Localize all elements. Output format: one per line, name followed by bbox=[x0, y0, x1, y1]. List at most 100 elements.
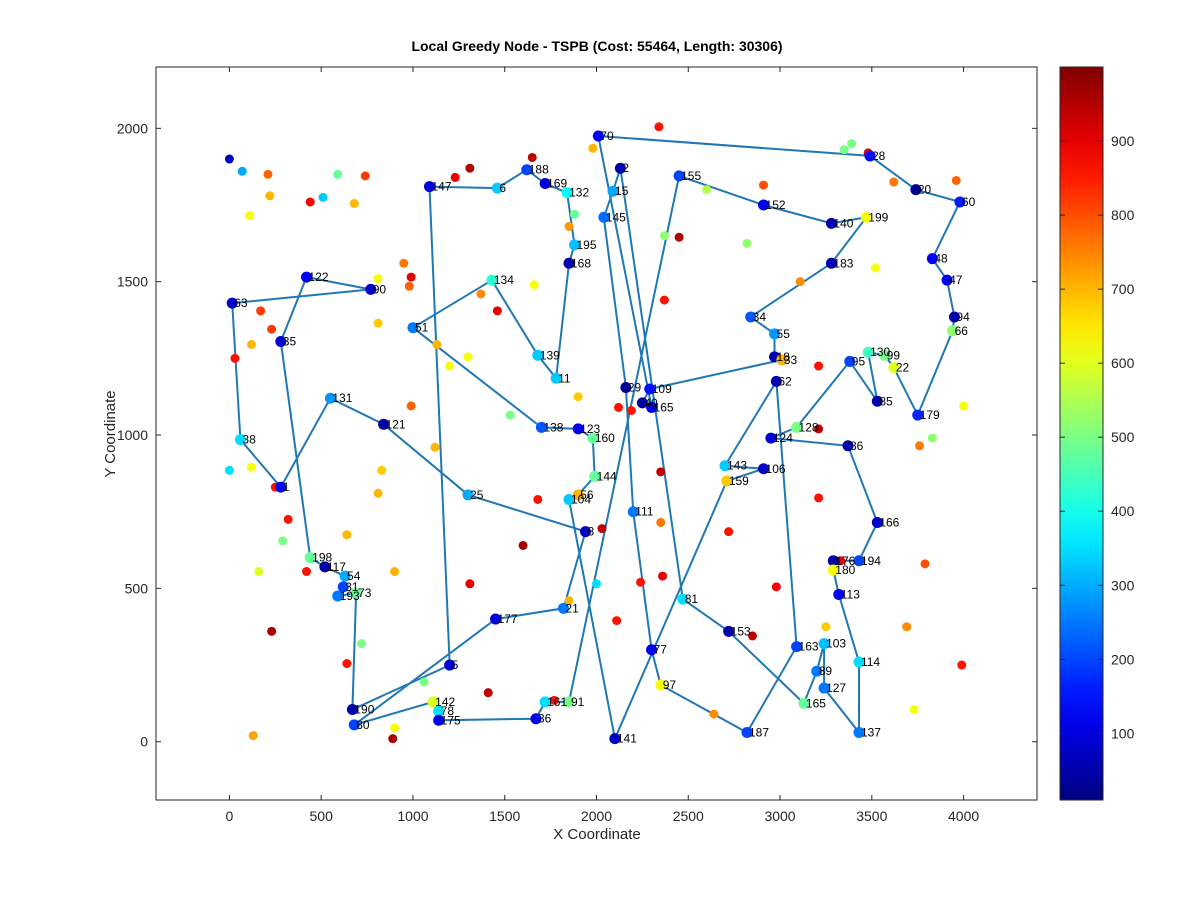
node-label-85: 85 bbox=[879, 394, 893, 408]
unselected-node-84 bbox=[902, 622, 912, 632]
node-label-140: 140 bbox=[833, 216, 853, 230]
x-tick-label-500: 500 bbox=[310, 808, 334, 824]
unselected-node-69 bbox=[636, 577, 646, 587]
tour-node-47 bbox=[941, 274, 953, 286]
unselected-node-31 bbox=[492, 306, 502, 316]
unselected-node-45 bbox=[505, 410, 515, 420]
node-label-165: 165 bbox=[806, 696, 826, 710]
tour-node-128 bbox=[791, 421, 803, 433]
node-label-143: 143 bbox=[727, 459, 747, 473]
unselected-node-36 bbox=[373, 274, 383, 284]
node-label-161: 161 bbox=[547, 695, 567, 709]
node-label-166: 166 bbox=[879, 515, 899, 529]
tour-node-132 bbox=[561, 187, 573, 199]
tour-node-80 bbox=[348, 719, 360, 731]
tour-node-121 bbox=[378, 418, 390, 430]
unselected-node-92 bbox=[483, 688, 493, 698]
tour-node-155 bbox=[673, 170, 685, 182]
tour-node-138 bbox=[535, 421, 547, 433]
tour-node-144 bbox=[589, 470, 601, 482]
node-label-109: 109 bbox=[652, 382, 672, 396]
tour-node-194 bbox=[853, 555, 865, 567]
x-tick-label-0: 0 bbox=[226, 808, 234, 824]
unselected-node-28 bbox=[870, 263, 880, 273]
unselected-node-49 bbox=[406, 401, 416, 411]
unselected-node-7 bbox=[333, 169, 343, 179]
unselected-node-0 bbox=[224, 154, 234, 164]
tour-node-20 bbox=[910, 184, 922, 196]
unselected-node-72 bbox=[612, 616, 622, 626]
x-tick-label-2000: 2000 bbox=[581, 808, 612, 824]
unselected-node-16 bbox=[847, 139, 857, 149]
tour-node-55 bbox=[769, 328, 781, 340]
unselected-node-13 bbox=[588, 143, 598, 153]
node-label-29: 29 bbox=[628, 380, 642, 394]
node-label-81: 81 bbox=[685, 592, 699, 606]
unselected-node-33 bbox=[399, 258, 409, 268]
unselected-node-23 bbox=[674, 232, 684, 242]
node-label-5: 5 bbox=[452, 658, 459, 672]
tour-node-85 bbox=[871, 395, 883, 407]
unselected-node-96 bbox=[390, 723, 400, 733]
tour-node-166 bbox=[871, 516, 883, 528]
unselected-node-8 bbox=[349, 198, 359, 208]
node-label-47: 47 bbox=[949, 273, 963, 287]
node-label-180: 180 bbox=[835, 563, 855, 577]
unselected-node-58 bbox=[342, 530, 352, 540]
unselected-node-95 bbox=[248, 731, 258, 741]
unselected-node-57 bbox=[278, 536, 288, 546]
x-tick-label-1500: 1500 bbox=[489, 808, 520, 824]
tour-node-152 bbox=[758, 199, 770, 211]
node-label-66: 66 bbox=[955, 324, 969, 338]
tour-node-199 bbox=[860, 211, 872, 223]
tour-node-5 bbox=[444, 659, 456, 671]
tour-node-40 bbox=[636, 397, 648, 409]
unselected-node-94 bbox=[267, 626, 277, 636]
tour-node-161 bbox=[539, 696, 551, 708]
node-label-199: 199 bbox=[868, 210, 888, 224]
node-label-35: 35 bbox=[283, 334, 297, 348]
node-label-22: 22 bbox=[896, 361, 910, 375]
x-tick-label-2500: 2500 bbox=[673, 808, 704, 824]
tour-node-165b bbox=[646, 401, 658, 413]
node-label-179: 179 bbox=[920, 408, 940, 422]
unselected-node-19 bbox=[951, 175, 961, 185]
node-label-193: 193 bbox=[340, 589, 360, 603]
tour-node-190 bbox=[346, 704, 358, 716]
unselected-node-18 bbox=[889, 177, 899, 187]
tour-node-94 bbox=[948, 311, 960, 323]
tour-node-104 bbox=[563, 493, 575, 505]
colorbar-tick-label-700: 700 bbox=[1111, 281, 1135, 297]
unselected-node-5 bbox=[305, 197, 315, 207]
unselected-node-75 bbox=[814, 361, 824, 371]
tour-node-56 bbox=[572, 489, 584, 501]
node-label-169: 169 bbox=[547, 177, 567, 191]
tour-node-6 bbox=[491, 182, 503, 194]
colorbar-ticks: 100 200 300 400 500 600 700 800 900 bbox=[1060, 133, 1135, 741]
node-label-55: 55 bbox=[777, 327, 791, 341]
tour-node-141 bbox=[609, 733, 621, 745]
tour-node-34 bbox=[745, 311, 757, 323]
unselected-node-88 bbox=[748, 631, 758, 641]
unselected-node-76 bbox=[814, 424, 824, 434]
tour-node-25 bbox=[462, 489, 474, 501]
tour-node-183 bbox=[825, 257, 837, 269]
unselected-node-46 bbox=[573, 392, 583, 402]
colorbar-tick-label-200: 200 bbox=[1111, 651, 1135, 667]
unselected-node-86 bbox=[909, 705, 919, 715]
node-label-106: 106 bbox=[766, 462, 786, 476]
unselected-node-70 bbox=[658, 571, 668, 581]
node-label-175: 175 bbox=[441, 713, 461, 727]
unselected-node-44 bbox=[463, 352, 473, 362]
node-label-38: 38 bbox=[242, 433, 256, 447]
node-label-60: 60 bbox=[962, 195, 976, 209]
unselected-node-79 bbox=[920, 559, 930, 569]
node-label-111: 111 bbox=[635, 505, 654, 519]
unselected-node-77 bbox=[814, 493, 824, 503]
tour-node-38 bbox=[234, 434, 246, 446]
tour-node-28 bbox=[864, 150, 876, 162]
tour-node-106 bbox=[758, 463, 770, 475]
node-label-8: 8 bbox=[587, 525, 594, 539]
node-label-62: 62 bbox=[778, 374, 792, 388]
unselected-node-29 bbox=[529, 280, 539, 290]
